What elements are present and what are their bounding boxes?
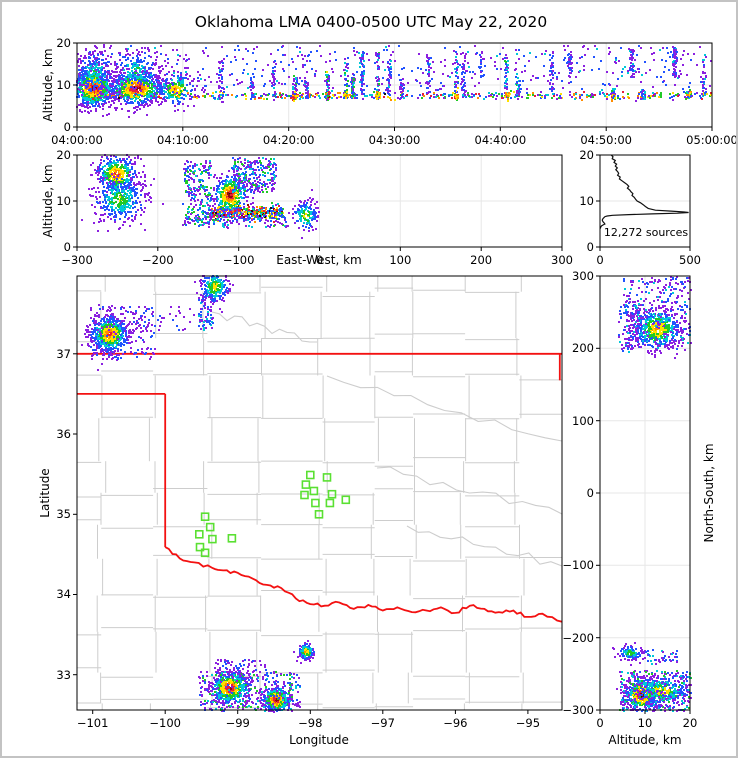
x-tick-label: 05:00:00: [686, 133, 738, 147]
lma-station-marker: [311, 498, 320, 508]
x-tick-label: 100: [389, 253, 412, 267]
x-tick-label: −100: [222, 253, 255, 267]
lma-station-marker: [322, 473, 332, 482]
x-tick-label: 200: [470, 253, 493, 267]
y-tick-label: 33: [56, 667, 71, 682]
ns-panel-altitude-axis-label: Altitude, km: [608, 733, 682, 747]
lma-station-marker: [306, 470, 315, 480]
lma-station-marker: [205, 522, 215, 532]
y-tick-label: −300: [562, 703, 594, 717]
x-tick-label: 04:00:00: [51, 133, 103, 147]
east-west-height-scatter-panel: [73, 154, 563, 251]
lma-station-marker: [200, 512, 210, 521]
y-tick-label: 0: [63, 240, 71, 254]
y-tick-label: 36: [56, 427, 71, 442]
y-tick-label: 0: [586, 486, 594, 500]
y-tick-label: 34: [56, 587, 71, 602]
y-tick-label: 35: [56, 507, 71, 522]
x-tick-label: 0: [596, 716, 604, 730]
plan-view-map-panel: [73, 275, 563, 714]
y-tick-label: 300: [572, 269, 594, 283]
x-tick-label: 0: [315, 253, 324, 267]
lma-station-marker: [301, 480, 311, 489]
y-tick-label: 20: [56, 148, 71, 162]
lma-station-marker: [195, 542, 205, 552]
lma-station-marker: [227, 533, 237, 543]
north-south-axis-label: North-South, km: [702, 443, 716, 543]
y-tick-label: 200: [572, 341, 594, 356]
x-tick-label: −98: [298, 716, 323, 730]
y-tick-label: −200: [562, 630, 594, 645]
north-south-height-scatter-panel: [596, 275, 692, 714]
x-tick-label: −100: [149, 716, 181, 730]
x-tick-label: −99: [225, 716, 250, 730]
x-tick-label: 10: [637, 716, 653, 730]
x-tick-label: 04:30:00: [368, 133, 421, 147]
x-tick-label: 500: [679, 253, 701, 267]
x-tick-label: 04:10:00: [157, 133, 209, 147]
y-tick-label: 20: [56, 36, 71, 50]
lma-station-marker: [341, 495, 351, 505]
x-tick-label: 0: [596, 253, 604, 267]
lma-station-marker: [208, 534, 217, 544]
y-tick-label: 20: [579, 148, 594, 162]
lma-station-marker: [300, 490, 309, 500]
y-tick-label: 10: [579, 194, 594, 208]
x-tick-label: −300: [61, 253, 93, 267]
x-tick-label: −101: [76, 716, 109, 730]
ew-axis-label: East-West, km: [276, 253, 362, 267]
x-tick-label: −96: [443, 716, 468, 730]
time-height-scatter-panel: [73, 42, 713, 131]
lma-station-marker: [327, 489, 337, 499]
altitude-histogram-panel: [596, 154, 691, 251]
x-tick-label: −95: [515, 716, 541, 730]
y-tick-label: 0: [63, 120, 71, 134]
longitude-axis-label: Longitude: [289, 733, 349, 747]
y-tick-label: 100: [572, 413, 594, 428]
x-tick-label: 04:20:00: [262, 133, 315, 147]
y-tick-label: −100: [562, 558, 594, 573]
y-tick-label: 37: [56, 346, 71, 361]
y-tick-label: 10: [56, 194, 71, 208]
x-tick-label: 300: [551, 253, 573, 267]
x-tick-label: −97: [370, 716, 395, 730]
x-tick-label: 04:40:00: [474, 133, 527, 147]
y-tick-label: 10: [56, 78, 71, 92]
source-count-annotation: 12,272 sources: [603, 226, 689, 239]
lma-station-marker: [325, 498, 335, 508]
lma-station-marker: [309, 486, 319, 496]
figure-title: Oklahoma LMA 0400-0500 UTC May 22, 2020: [194, 13, 548, 31]
x-tick-label: −200: [142, 253, 174, 267]
lma-station-marker: [314, 510, 324, 519]
lma-station-marker: [200, 548, 210, 558]
x-tick-label: 20: [682, 716, 698, 730]
x-tick-label: 04:50:00: [580, 133, 632, 147]
lma-station-marker: [195, 529, 204, 539]
y-tick-label: 0: [586, 240, 594, 254]
